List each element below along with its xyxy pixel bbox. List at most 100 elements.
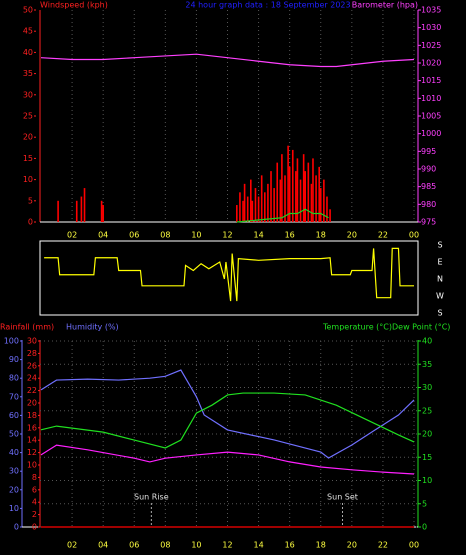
wind-bar (260, 175, 263, 222)
y-tick-label: 25 (422, 406, 432, 415)
series-line (40, 53, 415, 68)
wind-bar (312, 158, 314, 222)
wind-bar (315, 175, 317, 222)
humidity-label: Humidity (%) (66, 323, 119, 332)
y-tick-label: 40 (9, 448, 19, 457)
y-tick-label: 4 (32, 498, 37, 507)
wind-bar (100, 200, 103, 222)
wind-bar (57, 200, 59, 222)
dewpoint-label: Dew Point (°C) (392, 323, 450, 332)
y-tick-label: 20 (9, 485, 19, 494)
x-tick-label: 14 (253, 541, 263, 550)
y-tick-label: 20 (27, 399, 37, 408)
x-tick-label: 12 (222, 231, 232, 240)
y-tick-label: 995 (421, 147, 436, 156)
x-tick-label: 22 (378, 541, 388, 550)
y-tick-label: 10 (27, 461, 37, 470)
y-tick-label: 985 (421, 182, 436, 191)
y-tick-label: 1035 (421, 6, 441, 15)
rainfall-label: Rainfall (mm) (0, 323, 54, 332)
wind-bar (291, 149, 294, 222)
x-tick-label: 06 (129, 231, 139, 240)
y-tick-label: 15 (422, 453, 432, 462)
x-tick-label: 04 (98, 231, 108, 240)
y-tick-label: 30 (27, 337, 37, 346)
wind-bar (267, 183, 269, 222)
x-tick-label: 04 (98, 541, 108, 550)
x-tick-label: 22 (378, 231, 388, 240)
y-tick-label: 0 (32, 523, 37, 532)
x-tick-label: 02 (67, 541, 77, 550)
y-tick-label: 20 (422, 430, 432, 439)
series-line (44, 247, 414, 302)
y-tick-label: 6 (32, 485, 37, 494)
wind-bar (239, 192, 241, 222)
y-tick-label: 980 (421, 200, 436, 209)
y-tick-label: 0 (422, 523, 427, 532)
series-line (40, 444, 415, 475)
y-tick-label: 20 (23, 133, 33, 142)
series-line (40, 369, 415, 459)
y-tick-label: 5 (28, 196, 33, 205)
y-tick-label: 1025 (421, 41, 441, 50)
y-tick-label: S (437, 241, 442, 250)
y-tick-label: 90 (9, 355, 19, 364)
x-tick-label: 16 (285, 231, 295, 240)
x-tick-label: 02 (67, 231, 77, 240)
y-tick-label: 60 (9, 411, 19, 420)
y-tick-label: 45 (23, 27, 33, 36)
y-tick-label: 70 (9, 392, 19, 401)
y-tick-label: 2 (32, 510, 37, 519)
annotation: Sun Rise (134, 493, 169, 502)
y-tick-label: 14 (27, 436, 37, 445)
wind-bar (307, 162, 310, 222)
y-tick-label: 1000 (421, 129, 441, 138)
y-tick-label: 5 (422, 499, 427, 508)
x-tick-label: 08 (160, 541, 170, 550)
windspeed-label: Windspeed (kph) (40, 1, 108, 10)
x-tick-label: 00 (409, 231, 419, 240)
x-tick-label: 06 (129, 541, 139, 550)
wind-bar (323, 179, 325, 222)
wind-bar (295, 171, 297, 222)
wind-bar (75, 200, 78, 222)
y-tick-label: 1010 (421, 94, 441, 103)
y-tick-label: N (437, 275, 443, 284)
y-tick-label: 100 (4, 337, 19, 346)
y-tick-label: 12 (27, 448, 37, 457)
wind-bar (326, 196, 328, 222)
x-tick-label: 20 (347, 231, 357, 240)
y-tick-label: E (437, 258, 442, 267)
y-tick-label: 40 (23, 48, 33, 57)
barometer-label: Barometer (hpa) (352, 1, 418, 10)
y-tick-label: 975 (421, 218, 436, 227)
wind-bar (242, 200, 244, 222)
wind-bar (319, 188, 322, 222)
wind-bar (329, 209, 331, 222)
wind-bar (296, 158, 299, 222)
x-tick-label: 14 (253, 231, 263, 240)
x-tick-label: 20 (347, 541, 357, 550)
y-tick-label: 25 (23, 112, 33, 121)
y-tick-label: 35 (23, 69, 33, 78)
y-tick-label: 26 (27, 361, 37, 370)
wind-bar (310, 183, 313, 222)
y-tick-label: 8 (32, 473, 37, 482)
wind-bar (288, 166, 291, 222)
wind-bar (236, 205, 238, 222)
y-tick-label: 35 (422, 360, 432, 369)
series-line (40, 392, 415, 449)
y-tick-label: 990 (421, 165, 436, 174)
y-tick-label: 1030 (421, 23, 441, 32)
y-tick-label: 50 (23, 6, 33, 15)
y-tick-label: 16 (27, 423, 37, 432)
wind-bar (270, 171, 272, 222)
wind-bar (276, 162, 279, 222)
wind-bar (279, 179, 282, 222)
annotation: Sun Set (327, 493, 358, 502)
y-tick-label: 28 (27, 349, 37, 358)
y-tick-label: S (437, 309, 442, 318)
y-tick-label: 15 (23, 154, 33, 163)
wind-bar (102, 205, 104, 222)
